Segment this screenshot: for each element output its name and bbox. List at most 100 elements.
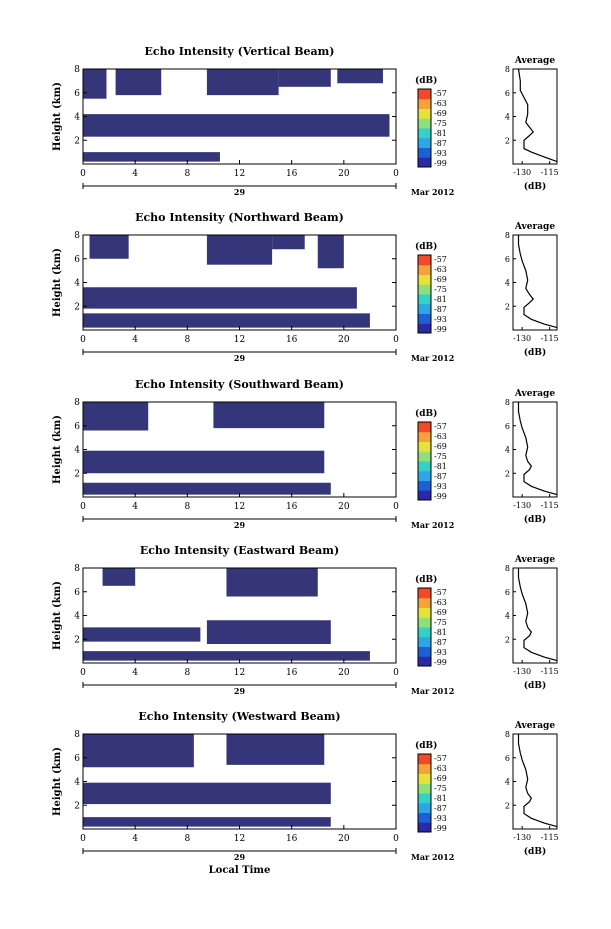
colorbar-tick-label: -69 [434, 774, 447, 783]
colorbar-swatch [418, 441, 431, 452]
colorbar-tick-label: -81 [434, 129, 447, 138]
profile-y-tick-label: 4 [505, 113, 510, 122]
x-tick-label: 12 [234, 502, 245, 512]
echo-block [317, 235, 344, 269]
colorbar-swatch [418, 773, 431, 784]
x-tick-label: 0 [393, 668, 399, 678]
x-tick-label: 16 [286, 169, 298, 179]
echo-block [89, 235, 129, 259]
date-label: 29 [234, 187, 246, 197]
colorbar-tick-label: -63 [434, 432, 447, 441]
profile-line [517, 568, 558, 662]
colorbar-tick-label: -87 [434, 472, 447, 481]
colorbar-unit: (dB) [415, 740, 437, 751]
panel-title: Echo Intensity (Westward Beam) [138, 710, 340, 723]
y-tick-label: 2 [74, 302, 80, 312]
x-tick-label: 0 [80, 169, 86, 179]
profile-y-tick-label: 2 [505, 635, 510, 644]
colorbar-tick-label: -99 [434, 159, 447, 168]
colorbar-tick-label: -93 [434, 315, 447, 324]
x-tick-label: 8 [184, 502, 190, 512]
y-axis-label: Height (km) [52, 248, 63, 317]
profile-y-tick-label: 4 [505, 279, 510, 288]
echo-block [272, 235, 305, 250]
y-tick-label: 6 [74, 754, 80, 764]
colorbar-swatch [418, 646, 431, 657]
x-tick-label: 0 [80, 502, 86, 512]
profile-title: Average [514, 721, 555, 731]
colorbar-tick-label: -93 [434, 648, 447, 657]
colorbar-tick-label: -75 [434, 784, 447, 793]
colorbar-swatch [418, 98, 431, 109]
profile-x-label: (dB) [524, 846, 546, 857]
colorbar-swatch [418, 294, 431, 305]
colorbar-swatch [418, 617, 431, 628]
profile-line [517, 734, 558, 828]
profile-title: Average [514, 56, 555, 66]
x-tick-label: 8 [184, 834, 190, 844]
x-tick-label: 4 [132, 502, 138, 512]
x-tick-label: 0 [393, 502, 399, 512]
profile-y-tick-label: 8 [505, 730, 510, 739]
colorbar-swatch [418, 636, 431, 647]
colorbar-unit: (dB) [415, 408, 437, 419]
x-tick-label: 4 [132, 335, 138, 345]
month-label: Mar 2012 [411, 686, 454, 696]
x-tick-label: 16 [286, 668, 298, 678]
y-tick-label: 4 [74, 612, 80, 622]
colorbar-swatch [418, 313, 431, 324]
colorbar-swatch [418, 137, 431, 148]
profile-x-tick-label: -130 [513, 667, 531, 676]
colorbar-tick-label: -69 [434, 442, 447, 451]
colorbar-swatch [418, 490, 431, 501]
x-tick-label: 16 [286, 335, 298, 345]
x-tick-label: 8 [184, 668, 190, 678]
y-axis-label: Height (km) [52, 415, 63, 484]
colorbar-tick-label: -69 [434, 608, 447, 617]
y-tick-label: 4 [74, 279, 80, 289]
x-tick-label: 12 [234, 834, 245, 844]
echo-block [226, 734, 325, 765]
y-tick-label: 6 [74, 422, 80, 432]
month-label: Mar 2012 [411, 353, 454, 363]
colorbar-tick-label: -57 [434, 255, 447, 264]
y-tick-label: 6 [74, 255, 80, 265]
y-tick-label: 8 [74, 398, 80, 408]
y-tick-label: 2 [74, 136, 80, 146]
profile-x-tick-label: -130 [513, 168, 531, 177]
profile-line [517, 235, 558, 329]
colorbar-tick-label: -75 [434, 452, 447, 461]
x-tick-label: 0 [80, 834, 86, 844]
x-tick-label: 4 [132, 169, 138, 179]
profile-y-tick-label: 8 [505, 398, 510, 407]
profile-y-tick-label: 4 [505, 446, 510, 455]
echo-block [83, 782, 331, 805]
colorbar-swatch [418, 656, 431, 667]
colorbar-tick-label: -99 [434, 492, 447, 501]
colorbar-tick-label: -87 [434, 638, 447, 647]
x-tick-label: 0 [80, 668, 86, 678]
profile-x-tick-label: -115 [541, 667, 559, 676]
colorbar-frame [417, 587, 432, 667]
profile-line [517, 402, 558, 496]
colorbar-tick-label: -75 [434, 285, 447, 294]
y-axis-label: Height (km) [52, 82, 63, 151]
colorbar-tick-label: -57 [434, 588, 447, 597]
colorbar-frame [417, 421, 432, 501]
colorbar-tick-label: -63 [434, 99, 447, 108]
panel-title: Echo Intensity (Eastward Beam) [140, 544, 339, 557]
colorbar-tick-label: -63 [434, 598, 447, 607]
month-label: Mar 2012 [411, 187, 454, 197]
colorbar-frame [417, 88, 432, 168]
colorbar-swatch [418, 451, 431, 462]
colorbar-swatch [418, 763, 431, 774]
colorbar-swatch [418, 147, 431, 158]
colorbar-swatch [418, 793, 431, 804]
colorbar-tick-label: -81 [434, 628, 447, 637]
echo-block [83, 114, 390, 137]
colorbar-swatch [418, 588, 431, 599]
panel-3: Echo Intensity (Eastward Beam) 2 4 6 8 Height… [52, 544, 559, 696]
echo-block [83, 627, 201, 642]
echo-block [83, 152, 220, 162]
profile-x-tick-label: -130 [513, 501, 531, 510]
